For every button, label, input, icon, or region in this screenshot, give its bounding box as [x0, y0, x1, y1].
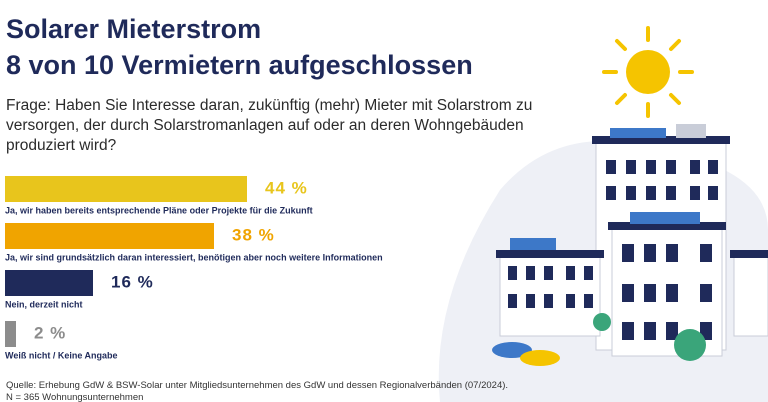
category-label: Nein, derzeit nicht	[5, 299, 83, 309]
bar	[5, 321, 16, 347]
bar	[5, 223, 214, 249]
value-label: 38 %	[232, 225, 275, 244]
value-label: 16 %	[111, 272, 154, 291]
value-label: 44 %	[265, 178, 308, 197]
source-note: Quelle: Erhebung GdW & BSW-Solar unter M…	[6, 380, 508, 391]
question: Frage: Haben Sie Interesse daran, zukünf…	[6, 97, 533, 154]
category-label: Ja, wir haben bereits entsprechende Plän…	[5, 205, 313, 215]
illustration	[438, 26, 768, 402]
bar	[5, 270, 93, 296]
bar	[5, 176, 247, 202]
sample-note: N = 365 Wohnungsunternehmen	[6, 392, 143, 402]
chart-title: Solarer Mieterstrom	[6, 14, 261, 44]
category-label: Weiß nicht / Keine Angabe	[5, 350, 118, 360]
chart-subtitle: 8 von 10 Vermietern aufgeschlossen	[6, 50, 473, 80]
category-label: Ja, wir sind grundsätzlich daran interes…	[5, 252, 383, 262]
value-label: 2 %	[34, 323, 66, 342]
